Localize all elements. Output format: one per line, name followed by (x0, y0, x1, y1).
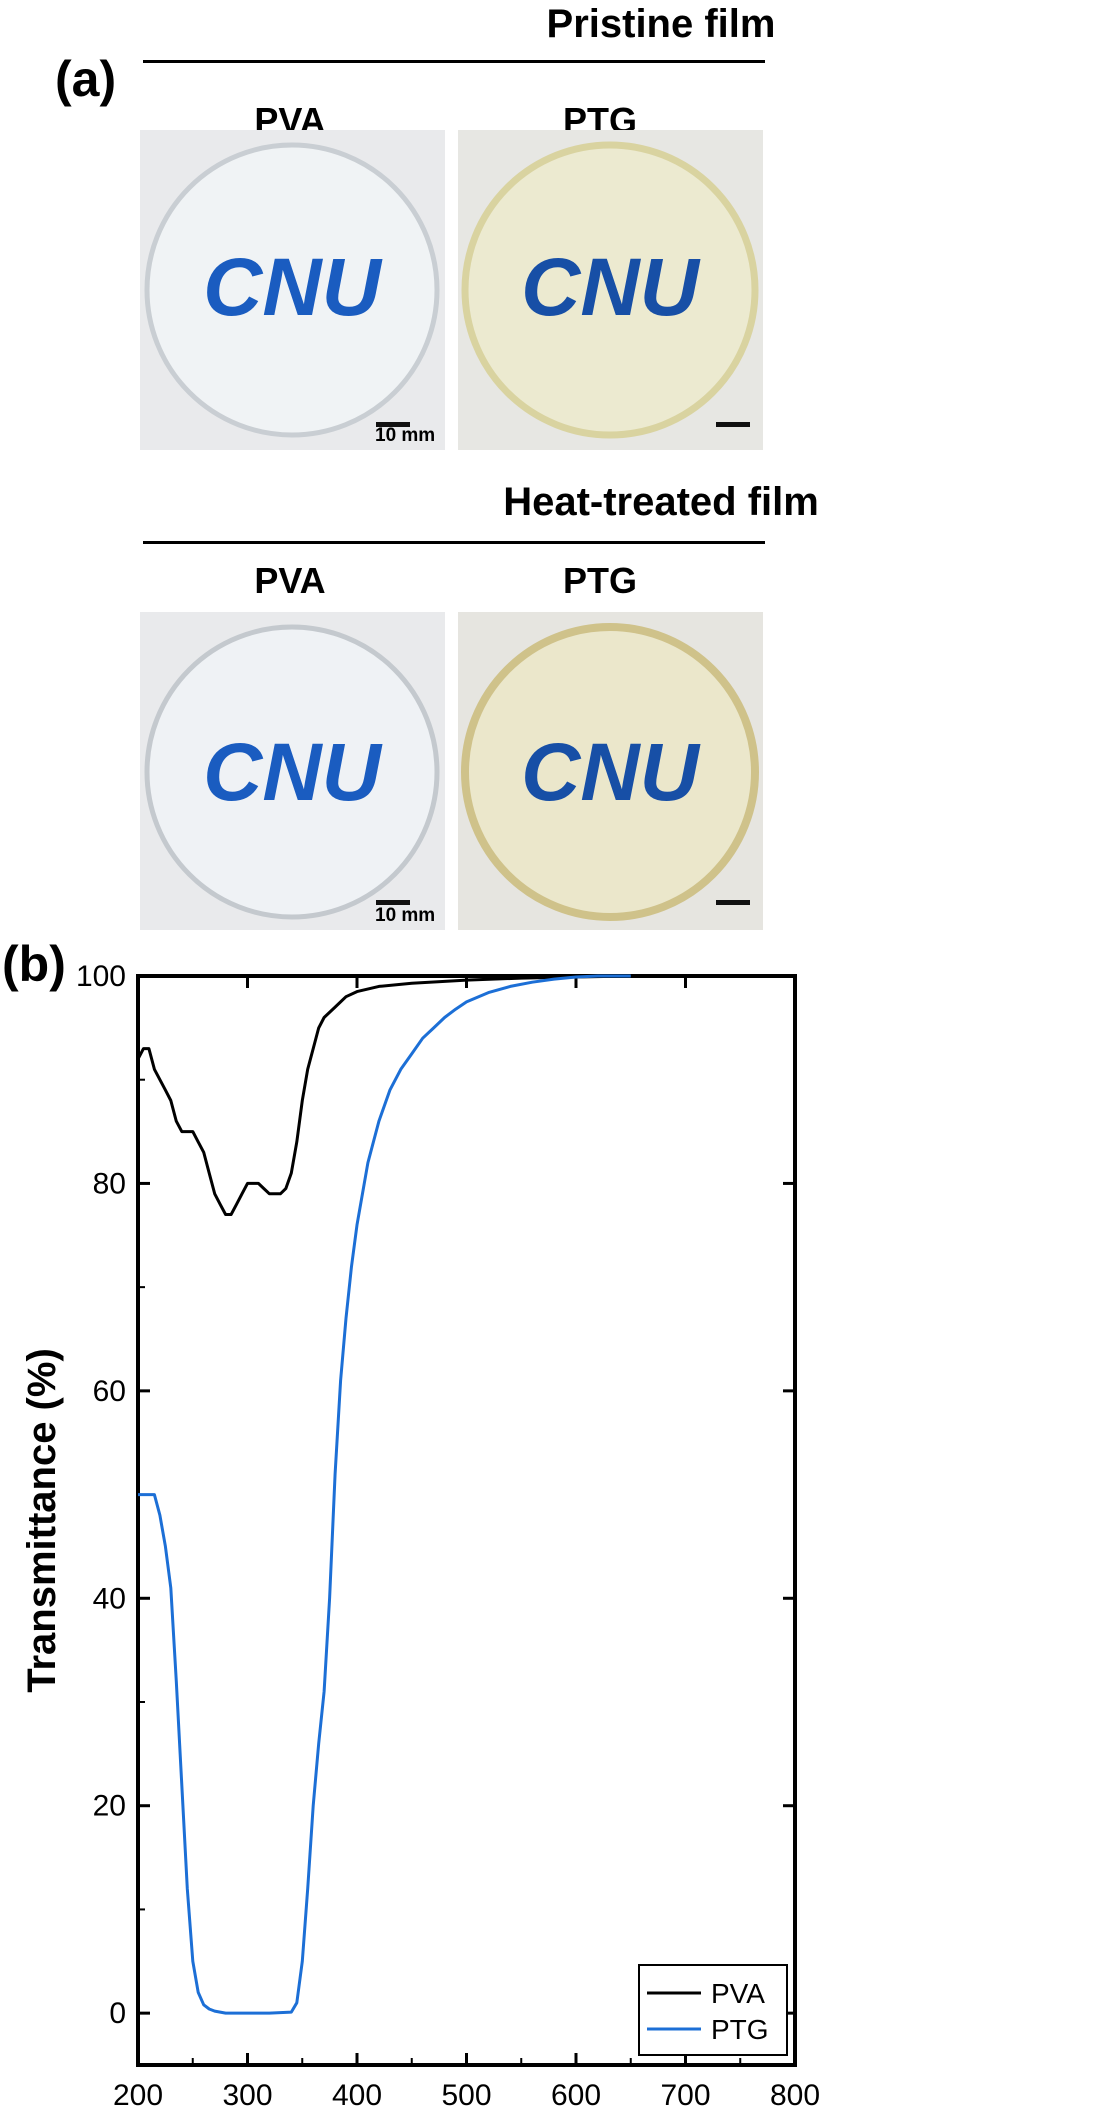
x-tick-label: 500 (441, 2079, 491, 2106)
cnu-logo: CNU (521, 242, 700, 333)
cnu-logo: CNU (203, 727, 382, 818)
transmittance-chart: 200300400500600700800020406080100Wavelen… (0, 940, 1102, 2111)
x-tick-label: 400 (332, 2079, 382, 2106)
y-tick-label: 40 (93, 1582, 126, 1615)
cnu-logo: CNU (203, 242, 382, 333)
photo-pristine-pva: CNU (140, 130, 445, 450)
x-tick-label: 700 (660, 2079, 710, 2106)
section-title-heat-treated: Heat-treated film (503, 480, 819, 524)
legend-label-ptg: PTG (711, 2014, 769, 2045)
y-axis-label: Transmittance (%) (20, 1348, 64, 1693)
photo-heat-ptg: CNU (458, 612, 763, 930)
scale-text-heat-pva: 10 mm (375, 905, 436, 926)
y-tick-label: 60 (93, 1375, 126, 1408)
sample-label-heat-ptg: PTG (562, 560, 637, 601)
cnu-logo: CNU (521, 727, 700, 818)
legend-box (638, 1964, 788, 2056)
x-tick-label: 800 (770, 2079, 820, 2106)
legend-label-pva: PVA (711, 1978, 765, 2009)
series-line-pva (136, 974, 631, 1216)
y-tick-label: 20 (93, 1790, 126, 1823)
x-tick-label: 200 (113, 2079, 163, 2106)
x-tick-label: 300 (222, 2079, 272, 2106)
photo-heat-pva: CNU (140, 612, 445, 930)
panel-a-label: (a) (55, 51, 117, 107)
sample-label-heat-pva: PVA (254, 560, 326, 601)
y-tick-label: 0 (109, 1997, 126, 2030)
y-tick-label: 80 (93, 1167, 126, 1200)
y-tick-label: 100 (76, 960, 126, 993)
scale-text-pristine-pva: 10 mm (375, 425, 436, 446)
section-title-pristine: Pristine film (546, 2, 776, 46)
section-divider-heat-treated (143, 541, 765, 544)
plot-frame (136, 974, 797, 2067)
x-tick-label: 600 (551, 2079, 601, 2106)
photo-pristine-ptg: CNU (458, 130, 763, 450)
panel-b-label: (b) (2, 936, 66, 992)
series-line-ptg (138, 974, 631, 2015)
section-divider-pristine (143, 60, 765, 63)
